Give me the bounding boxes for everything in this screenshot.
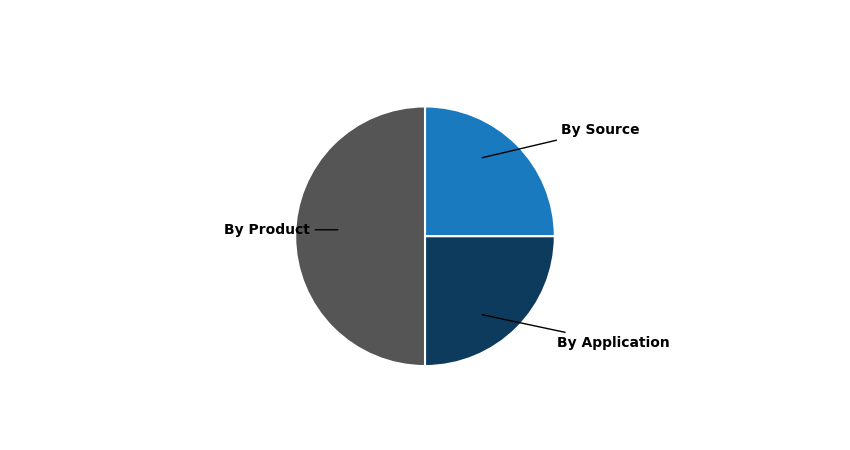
Text: By Source: By Source — [482, 123, 640, 158]
Text: By Product: By Product — [224, 223, 337, 237]
Wedge shape — [295, 107, 425, 366]
Text: By Application: By Application — [482, 315, 670, 350]
Text: © Polaris Market Research and Consulting LLP: © Polaris Market Research and Consulting… — [607, 423, 837, 432]
Text: Acidity Regulators Market By Segmentation: Acidity Regulators Market By Segmentatio… — [167, 24, 683, 44]
Wedge shape — [425, 107, 555, 236]
Text: ☎ +1 929-297-9727 | +44-289-581-7111: ☎ +1 929-297-9727 | +44-289-581-7111 — [17, 422, 226, 433]
Wedge shape — [425, 236, 555, 366]
Text: ✉ sales@polarismarketresearch.com: ✉ sales@polarismarketresearch.com — [357, 423, 541, 432]
